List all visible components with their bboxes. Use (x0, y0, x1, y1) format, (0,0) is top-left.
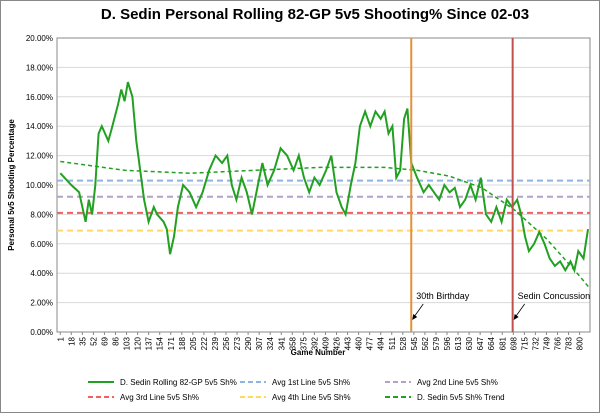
x-tick-label: 239 (211, 336, 220, 350)
x-tick-label: 188 (178, 336, 187, 350)
x-tick-label: 18 (67, 336, 76, 345)
x-tick-label: 205 (189, 336, 198, 350)
x-tick-label: 69 (100, 336, 109, 345)
x-tick-label: 528 (399, 336, 408, 350)
x-tick-label: 86 (112, 336, 121, 345)
x-tick-label: 647 (476, 336, 485, 350)
annotation-arrowhead (412, 314, 418, 320)
x-tick-label: 783 (565, 336, 574, 350)
x-tick-label: 392 (310, 336, 319, 350)
y-tick-label: 12.00% (26, 152, 53, 161)
x-tick-label: 154 (156, 336, 165, 350)
x-tick-label: 290 (244, 336, 253, 350)
x-axis-title: Game Number (291, 348, 346, 357)
x-tick-label: 800 (576, 336, 585, 350)
x-tick-label: 698 (509, 336, 518, 350)
plot-area (56, 37, 591, 333)
y-tick-label: 14.00% (26, 122, 53, 131)
annotation-label: Sedin Concussion (518, 291, 591, 301)
y-axis-title: Personal 5v5 Shooting Percentage (7, 119, 16, 251)
x-tick-label: 409 (321, 336, 330, 350)
x-tick-label: 256 (222, 336, 231, 350)
x-tick-label: 494 (377, 336, 386, 350)
x-tick-label: 375 (299, 336, 308, 350)
x-tick-label: 120 (134, 336, 143, 350)
x-tick-label: 460 (355, 336, 364, 350)
y-tick-label: 10.00% (26, 181, 53, 190)
x-tick-label: 443 (344, 336, 353, 350)
x-tick-label: 477 (366, 336, 375, 350)
y-tick-label: 4.00% (30, 269, 53, 278)
x-tick-label: 307 (255, 336, 264, 350)
y-tick-label: 20.00% (26, 34, 53, 43)
x-tick-label: 596 (443, 336, 452, 350)
annotation-arrowhead (513, 314, 519, 320)
x-tick-label: 358 (288, 336, 297, 350)
x-tick-label: 103 (123, 336, 132, 350)
data-line (59, 81, 589, 274)
x-tick-label: 766 (554, 336, 563, 350)
y-tick-label: 8.00% (30, 210, 53, 219)
chart-title: D. Sedin Personal Rolling 82-GP 5v5 Shoo… (101, 6, 529, 23)
x-tick-label: 171 (167, 336, 176, 350)
x-tick-label: 1 (56, 336, 65, 341)
x-tick-label: 273 (233, 336, 242, 350)
x-tick-label: 715 (520, 336, 529, 350)
x-tick-label: 664 (487, 336, 496, 350)
y-tick-label: 16.00% (26, 93, 53, 102)
legend-label: Avg 1st Line 5v5 Sh% (272, 378, 350, 387)
x-tick-label: 545 (410, 336, 419, 350)
x-tick-label: 341 (277, 336, 286, 350)
x-tick-label: 681 (498, 336, 507, 350)
legend-label: Avg 3rd Line 5v5 Sh% (120, 393, 199, 402)
legend-label: D. Sedin 5v5 Sh% Trend (417, 393, 505, 402)
x-tick-label: 222 (200, 336, 209, 350)
x-tick-label: 613 (454, 336, 463, 350)
x-tick-label: 511 (388, 336, 397, 349)
y-tick-label: 6.00% (30, 240, 53, 249)
x-tick-label: 426 (333, 336, 342, 350)
y-tick-label: 0.00% (30, 328, 53, 337)
x-tick-label: 749 (542, 336, 551, 350)
x-tick-label: 52 (89, 336, 98, 345)
x-tick-label: 630 (465, 336, 474, 350)
x-tick-label: 579 (432, 336, 441, 350)
trend-line (60, 160, 590, 289)
y-tick-label: 2.00% (30, 299, 53, 308)
legend-label: Avg 4th Line 5v5 Sh% (272, 393, 351, 402)
legend-label: D. Sedin Rolling 82-GP 5v5 Sh% (120, 378, 237, 387)
y-tick-label: 18.00% (26, 63, 53, 72)
annotation-label: 30th Birthday (416, 291, 470, 301)
x-tick-label: 562 (421, 336, 430, 350)
legend-label: Avg 2nd Line 5v5 Sh% (417, 378, 498, 387)
x-tick-label: 732 (531, 336, 540, 350)
x-tick-label: 35 (78, 336, 87, 345)
x-tick-label: 324 (266, 336, 275, 350)
x-tick-label: 137 (145, 336, 154, 350)
